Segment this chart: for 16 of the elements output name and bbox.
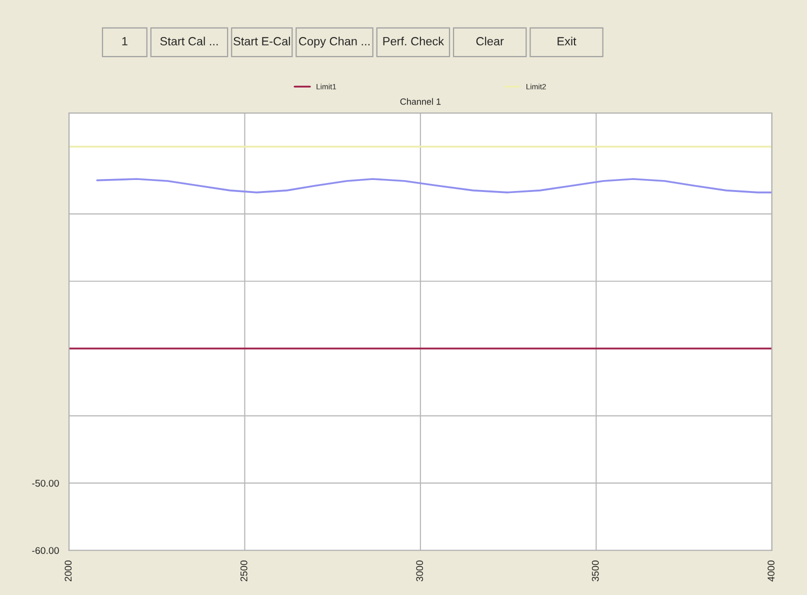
- x-tick-label: 3500: [592, 560, 599, 582]
- x-tick-label: 3000: [416, 560, 424, 582]
- y-tick-label: -50.00: [32, 480, 59, 487]
- text: Copy Chan ...: [299, 36, 370, 48]
- text: Exit: [558, 36, 576, 46]
- text: Start E-Cal: [234, 36, 290, 46]
- x-tick-label: 2500: [240, 560, 248, 582]
- line-series: [96, 178, 772, 194]
- text: Clear: [476, 36, 504, 46]
- text: 1: [122, 37, 128, 46]
- x-tick-label: 2000: [64, 560, 72, 582]
- x-tick-label: 4000: [768, 560, 775, 582]
- chart-title: Channel 1: [400, 98, 441, 105]
- text: Start Cal ...: [160, 36, 218, 46]
- text: Perf. Check: [383, 36, 444, 46]
- y-tick-label: -60.00: [32, 547, 59, 554]
